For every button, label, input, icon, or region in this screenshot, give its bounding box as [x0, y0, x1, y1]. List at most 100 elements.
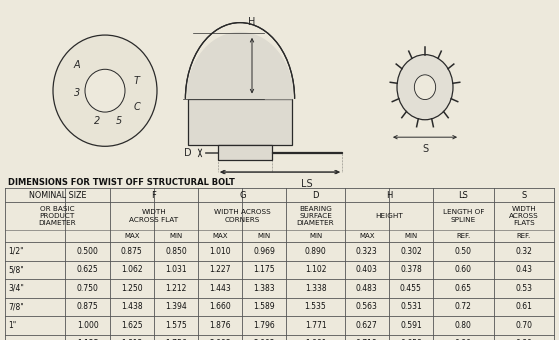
Text: 0.50: 0.50: [455, 247, 472, 256]
Ellipse shape: [53, 35, 157, 146]
Text: C: C: [134, 102, 140, 112]
Text: MAX: MAX: [359, 233, 375, 239]
Text: 1.394: 1.394: [165, 302, 187, 311]
Text: 1.756: 1.756: [165, 339, 187, 340]
Text: LENGTH OF
SPLINE: LENGTH OF SPLINE: [443, 209, 484, 222]
Text: 1.796: 1.796: [253, 321, 275, 330]
Text: 0.378: 0.378: [400, 265, 422, 274]
Text: 1.589: 1.589: [254, 302, 275, 311]
Text: MAX: MAX: [124, 233, 140, 239]
Text: 0.500: 0.500: [77, 247, 98, 256]
Text: 1/2": 1/2": [8, 247, 23, 256]
Text: 1.575: 1.575: [165, 321, 187, 330]
Text: 1.175: 1.175: [254, 265, 275, 274]
Text: A: A: [74, 60, 80, 70]
Text: 0.875: 0.875: [121, 247, 143, 256]
Text: D: D: [184, 148, 192, 158]
Text: 1.125: 1.125: [77, 339, 98, 340]
Text: 1.660: 1.660: [209, 302, 231, 311]
Text: 1.812: 1.812: [121, 339, 143, 340]
Text: 0.80: 0.80: [455, 321, 472, 330]
Text: 0.718: 0.718: [356, 339, 377, 340]
Text: 0.455: 0.455: [400, 284, 422, 293]
Text: 0.591: 0.591: [400, 321, 422, 330]
Polygon shape: [188, 33, 292, 99]
Text: 0.658: 0.658: [400, 339, 422, 340]
FancyBboxPatch shape: [188, 99, 292, 145]
Text: 0.302: 0.302: [400, 247, 422, 256]
Text: 0.969: 0.969: [253, 247, 276, 256]
Text: 0.43: 0.43: [515, 265, 532, 274]
Text: 0.61: 0.61: [515, 302, 532, 311]
Text: 0.850: 0.850: [165, 247, 187, 256]
Text: WIDTH ACROSS
CORNERS: WIDTH ACROSS CORNERS: [214, 209, 271, 222]
Text: 1.625: 1.625: [121, 321, 143, 330]
Text: S: S: [521, 190, 527, 200]
Text: 1.062: 1.062: [121, 265, 143, 274]
Text: HEIGHT: HEIGHT: [375, 213, 402, 219]
Text: 5/8": 5/8": [8, 265, 23, 274]
Text: MAX: MAX: [212, 233, 228, 239]
Text: LS: LS: [301, 179, 313, 189]
Text: 1.438: 1.438: [121, 302, 143, 311]
Text: 0.625: 0.625: [77, 265, 98, 274]
Text: 1": 1": [8, 321, 16, 330]
Text: 2.002: 2.002: [254, 339, 275, 340]
Text: S: S: [422, 144, 428, 154]
Text: WIDTH
ACROSS FLAT: WIDTH ACROSS FLAT: [129, 209, 178, 222]
FancyBboxPatch shape: [218, 145, 272, 160]
Text: 1.383: 1.383: [254, 284, 275, 293]
Text: 1.338: 1.338: [305, 284, 326, 293]
Text: OR BASIC
PRODUCT
DIAMETER: OR BASIC PRODUCT DIAMETER: [39, 206, 76, 226]
Text: 3/4": 3/4": [8, 284, 24, 293]
Text: 0.875: 0.875: [77, 302, 98, 311]
Text: 0.750: 0.750: [77, 284, 98, 293]
Text: NOMINAL SIZE: NOMINAL SIZE: [29, 190, 86, 200]
Text: 0.65: 0.65: [455, 284, 472, 293]
Text: T: T: [134, 76, 140, 86]
Text: H: H: [248, 17, 255, 27]
Text: 1.227: 1.227: [210, 265, 231, 274]
Text: REF.: REF.: [517, 233, 531, 239]
Text: 7/8": 7/8": [8, 302, 23, 311]
Text: 0.563: 0.563: [356, 302, 378, 311]
Text: 3: 3: [74, 88, 80, 98]
Text: 0.60: 0.60: [455, 265, 472, 274]
Text: 0.32: 0.32: [515, 247, 532, 256]
Text: DIMENSIONS FOR TWIST OFF STRUCTURAL BOLT: DIMENSIONS FOR TWIST OFF STRUCTURAL BOLT: [8, 178, 235, 187]
Text: 0.90: 0.90: [455, 339, 472, 340]
Circle shape: [414, 75, 435, 100]
Text: 1.212: 1.212: [165, 284, 187, 293]
Text: MIN: MIN: [169, 233, 183, 239]
Ellipse shape: [85, 69, 125, 112]
Text: 1.991: 1.991: [305, 339, 326, 340]
Text: 1-1/8": 1-1/8": [8, 339, 31, 340]
Text: 1.535: 1.535: [305, 302, 326, 311]
Text: 1.010: 1.010: [210, 247, 231, 256]
Text: 1.031: 1.031: [165, 265, 187, 274]
Text: MIN: MIN: [309, 233, 322, 239]
Text: MIN: MIN: [258, 233, 271, 239]
Circle shape: [397, 55, 453, 120]
Text: 0.531: 0.531: [400, 302, 422, 311]
Text: 2: 2: [94, 116, 100, 126]
Text: BEARING
SURFACE
DIAMETER: BEARING SURFACE DIAMETER: [297, 206, 334, 226]
Text: 0.323: 0.323: [356, 247, 378, 256]
Text: 0.627: 0.627: [356, 321, 378, 330]
Text: H: H: [386, 190, 392, 200]
Text: REF.: REF.: [456, 233, 471, 239]
FancyBboxPatch shape: [272, 152, 342, 153]
Text: 0.53: 0.53: [515, 284, 532, 293]
Text: 1.876: 1.876: [210, 321, 231, 330]
Text: G: G: [239, 190, 245, 200]
Text: 0.72: 0.72: [455, 302, 472, 311]
Text: 1.000: 1.000: [77, 321, 98, 330]
Text: 1.443: 1.443: [209, 284, 231, 293]
Text: 0.403: 0.403: [356, 265, 378, 274]
Text: LS: LS: [458, 190, 468, 200]
Text: D: D: [312, 190, 319, 200]
Text: 0.483: 0.483: [356, 284, 378, 293]
Text: 0.890: 0.890: [305, 247, 326, 256]
Text: F: F: [151, 190, 157, 200]
Text: 1.102: 1.102: [305, 265, 326, 274]
